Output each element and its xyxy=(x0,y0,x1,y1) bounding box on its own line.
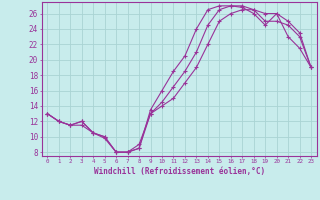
X-axis label: Windchill (Refroidissement éolien,°C): Windchill (Refroidissement éolien,°C) xyxy=(94,167,265,176)
